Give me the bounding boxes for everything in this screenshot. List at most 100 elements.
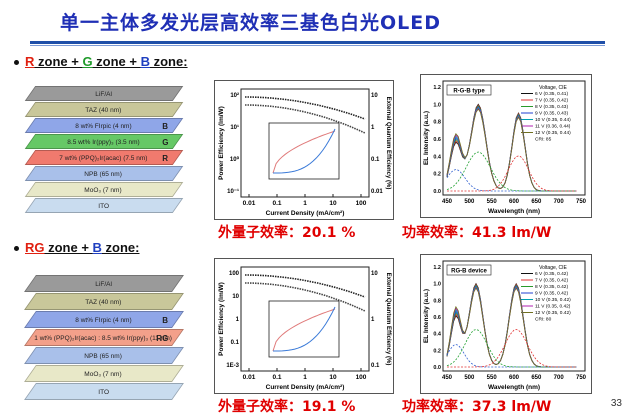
bullet-b: B — [140, 54, 150, 69]
bullet-b: B — [92, 240, 102, 255]
y-axis-label: EL Intensity (a.u.) — [423, 111, 430, 165]
x-tick-label: 550 — [487, 375, 498, 381]
x-axis-label: Current Density (mA/cm²) — [266, 210, 345, 217]
legend-item: 10 V (0.35, 0.44) — [535, 117, 571, 123]
legend-item: 7 V (0.35, 0.42) — [535, 98, 568, 104]
x-tick-label: 100 — [356, 200, 367, 207]
y2-tick-label: 0.1 — [371, 363, 380, 369]
x-tick-label: 450 — [442, 199, 453, 205]
layer-label: MoO₃ (7 nm) — [84, 187, 122, 194]
device-layer: MoO₃ (7 nm) — [24, 365, 184, 382]
y-tick-label: 0.4 — [433, 154, 442, 160]
bullet-rg: RG — [25, 240, 45, 255]
device-layer: NPB (65 nm) — [24, 166, 184, 181]
title-rule-thin — [30, 45, 605, 46]
bullet-text: zone + — [92, 54, 141, 69]
x-tick-label: 500 — [464, 199, 475, 205]
legend-item: CRI: 80 — [535, 317, 552, 323]
page-number: 33 — [610, 398, 622, 409]
y2-tick-label: 0.1 — [371, 157, 380, 163]
layer-label: LiF/Al — [94, 281, 112, 288]
component-curve — [446, 151, 577, 192]
layer-label: NPB (65 nm) — [84, 353, 123, 360]
layer-label: NPB (65 nm) — [84, 171, 123, 178]
layer-emitter-letter: R — [162, 154, 169, 163]
device-layer: ITO — [24, 383, 184, 400]
layer-label: 1 wt% (PPQ)₂Ir(acac) : 8.5 wt% Ir(ppy)₃ … — [34, 335, 173, 342]
y2-tick-label: 1 — [371, 125, 375, 131]
x-axis-label: Current Density (mA/cm²) — [266, 384, 345, 391]
legend-item: 9 V (0.35, 0.43) — [535, 111, 568, 117]
eqe-label: 外量子效率： — [218, 399, 302, 415]
x-tick-label: 700 — [554, 199, 565, 205]
y2-tick-label: 0.01 — [371, 189, 383, 195]
bullet-dot — [14, 246, 19, 252]
layer-emitter-letter: B — [162, 316, 169, 325]
legend-item: 8 V (0.35, 0.43) — [535, 104, 568, 110]
legend-item: 10 V (0.35, 0.42) — [535, 297, 571, 303]
pe-curve — [245, 96, 366, 120]
device-layer: 8 wt% FIrpic (4 nm) B — [24, 118, 184, 133]
y2-tick-label: 10 — [371, 271, 378, 277]
x-axis-label: Wavelength (nm) — [488, 208, 540, 215]
x-tick-label: 600 — [509, 375, 520, 381]
component-curve — [447, 155, 577, 192]
pe-value: 37.3 lm/W — [472, 399, 552, 415]
x-tick-label: 650 — [531, 375, 542, 381]
layer-label: 8 wt% FIrpic (4 nm) — [75, 317, 132, 324]
pe-value: 41.3 lm/W — [472, 225, 552, 241]
legend-item: 12 V (0.35, 0.44) — [535, 130, 571, 136]
x-tick-label: 0.01 — [243, 200, 256, 207]
pe-curve — [245, 274, 366, 298]
x-tick-label: 0.01 — [243, 374, 256, 381]
y-tick-label: 0.2 — [433, 348, 441, 354]
device-layer: 8 wt% FIrpic (4 nm) B — [24, 311, 184, 328]
x-tick-label: 750 — [576, 199, 587, 205]
y-tick-label: 100 — [229, 271, 240, 277]
slide-title: 单一主体多发光层高效率三基色白光OLED — [60, 12, 442, 34]
layer-emitter-letter: RG — [156, 334, 169, 343]
x-axis-label: Wavelength (nm) — [488, 384, 540, 391]
inset-current-curve — [272, 130, 336, 174]
x-tick-label: 700 — [554, 375, 565, 381]
bullet-dot — [14, 60, 19, 66]
x-tick-label: 600 — [509, 199, 520, 205]
bullet-text: zone + — [44, 240, 93, 255]
y-tick-label: 0.6 — [433, 315, 441, 321]
plot-frame — [442, 260, 586, 372]
title-rule — [30, 41, 605, 44]
stat-eqe-rg-b: 外量子效率：19.1 % — [218, 396, 355, 416]
x-tick-label: 100 — [356, 374, 367, 381]
device-layer: MoO₃ (7 nm) — [24, 182, 184, 197]
device-layer: NPB (65 nm) — [24, 347, 184, 364]
inset-current-curve — [272, 308, 336, 352]
spectrum-curve — [446, 283, 577, 368]
y-tick-label: 10⁰ — [230, 156, 240, 163]
x-tick-label: 750 — [576, 375, 587, 381]
layer-label: 8.5 wt% Ir(ppy)₃ (3.5 nm) — [67, 139, 140, 146]
y-tick-label: 1E-3 — [226, 363, 239, 369]
plot-frame — [442, 80, 586, 196]
layer-label: 7 wt% (PPQ)₂Ir(acac) (7.5 nm) — [59, 155, 148, 162]
x-tick-label: 450 — [442, 375, 453, 381]
bullet-rgb-zone: R zone + G zone + B zone: — [14, 54, 188, 69]
x-tick-label: 1 — [303, 374, 307, 381]
y-axis-label: Power Efficiency (lm/W) — [218, 282, 225, 356]
bullet-rg-b-zone: RG zone + B zone: — [14, 240, 140, 255]
y2-tick-label: 1 — [371, 317, 375, 323]
component-curve — [446, 169, 577, 192]
device-layer: 1 wt% (PPQ)₂Ir(acac) : 8.5 wt% Ir(ppy)₃ … — [24, 329, 184, 346]
device-label: R-G-B type — [453, 89, 485, 95]
x-tick-label: 0.1 — [272, 200, 281, 207]
device-layer: ITO — [24, 198, 184, 213]
x-tick-label: 10 — [329, 200, 337, 207]
legend-item: 8 V (0.35, 0.42) — [535, 284, 568, 290]
x-tick-label: 650 — [531, 199, 542, 205]
y-tick-label: 1 — [236, 317, 240, 323]
stat-pe-rgb: 功率效率：41.3 lm/W — [402, 222, 551, 242]
y-tick-label: 0.0 — [433, 365, 441, 371]
legend-item: 12 V (0.35, 0.42) — [535, 310, 571, 316]
legend-item: 11 V (0.36, 0.44) — [535, 124, 571, 130]
efficiency-plot-rg-b: 0.01 0.1 1 10 100 100 10 1 0.1 1E-3 10 1 0.1 Current … — [214, 258, 394, 394]
y2-axis-label: External Quantum Efficiency (%) — [385, 97, 391, 190]
